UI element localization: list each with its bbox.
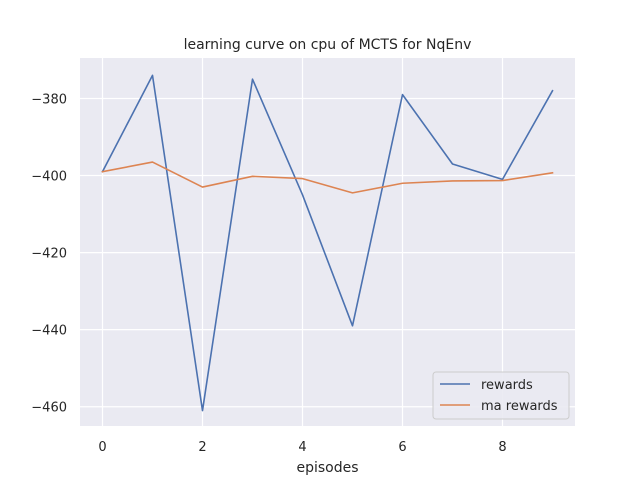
y-tick-label: −400	[31, 170, 67, 185]
y-tick-label: −380	[31, 92, 67, 107]
series-layer	[101, 74, 554, 412]
x-axis: 0 2 4 6 8	[98, 440, 506, 455]
x-tick-label: 6	[398, 440, 406, 455]
series-line-ma-rewards	[101, 161, 554, 194]
y-tick-label: −460	[31, 401, 67, 416]
x-tick-label: 8	[498, 440, 506, 455]
legend-label: rewards	[481, 378, 533, 393]
y-tick-label: −440	[31, 324, 67, 339]
legend-label: ma rewards	[481, 399, 558, 414]
legend: rewards ma rewards	[432, 371, 570, 420]
plot-area	[80, 58, 575, 426]
series-line-rewards	[101, 74, 554, 412]
chart-title: learning curve on cpu of MCTS for NqEnv	[184, 37, 472, 53]
y-axis: −380 −400 −420 −440 −460	[31, 92, 67, 415]
x-tick-label: 2	[198, 440, 206, 455]
x-axis-title: episodes	[296, 460, 358, 476]
y-tick-label: −420	[31, 247, 67, 262]
x-tick-label: 0	[98, 440, 106, 455]
x-tick-label: 4	[298, 440, 306, 455]
